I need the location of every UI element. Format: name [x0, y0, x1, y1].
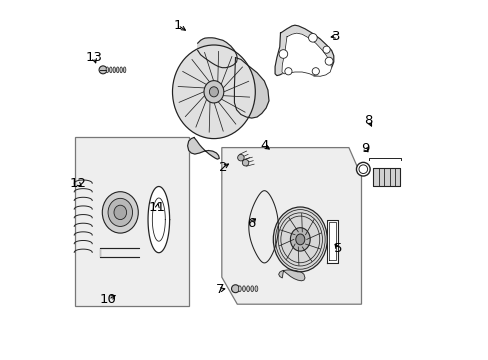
- Text: 13: 13: [85, 51, 102, 64]
- Text: 7: 7: [216, 283, 224, 296]
- Ellipse shape: [295, 234, 304, 245]
- Ellipse shape: [99, 66, 107, 74]
- Ellipse shape: [123, 67, 125, 73]
- Circle shape: [279, 50, 287, 58]
- Text: 6: 6: [247, 217, 255, 230]
- Ellipse shape: [172, 45, 255, 139]
- Circle shape: [322, 46, 329, 53]
- Ellipse shape: [238, 286, 241, 292]
- Text: 11: 11: [148, 201, 165, 213]
- Ellipse shape: [116, 67, 119, 73]
- Ellipse shape: [109, 67, 112, 73]
- Ellipse shape: [290, 228, 309, 251]
- Polygon shape: [326, 220, 337, 263]
- Ellipse shape: [246, 286, 249, 292]
- Bar: [75, 137, 188, 306]
- Ellipse shape: [237, 154, 244, 161]
- Ellipse shape: [209, 87, 218, 97]
- Circle shape: [325, 57, 332, 65]
- Polygon shape: [187, 138, 219, 159]
- Ellipse shape: [242, 286, 245, 292]
- Polygon shape: [222, 148, 361, 304]
- Ellipse shape: [254, 286, 257, 292]
- Ellipse shape: [356, 162, 369, 176]
- Ellipse shape: [108, 198, 132, 226]
- Bar: [373, 168, 400, 186]
- Text: 3: 3: [331, 30, 340, 42]
- Polygon shape: [282, 33, 331, 76]
- Ellipse shape: [120, 67, 122, 73]
- Polygon shape: [275, 25, 333, 76]
- Polygon shape: [197, 38, 237, 68]
- Ellipse shape: [102, 192, 138, 233]
- Circle shape: [311, 68, 319, 75]
- Text: 9: 9: [360, 142, 368, 155]
- Text: 12: 12: [69, 177, 86, 190]
- Ellipse shape: [358, 165, 367, 174]
- Ellipse shape: [273, 207, 326, 272]
- Ellipse shape: [203, 81, 224, 103]
- Ellipse shape: [250, 286, 253, 292]
- Text: 2: 2: [218, 161, 227, 174]
- Ellipse shape: [106, 67, 108, 73]
- Ellipse shape: [113, 67, 115, 73]
- Text: 8: 8: [364, 114, 372, 127]
- Ellipse shape: [114, 205, 126, 220]
- Polygon shape: [148, 186, 169, 253]
- Polygon shape: [234, 58, 268, 118]
- Text: 5: 5: [333, 242, 342, 255]
- Text: 4: 4: [260, 139, 268, 152]
- Circle shape: [308, 33, 317, 42]
- Polygon shape: [278, 270, 305, 281]
- Ellipse shape: [231, 285, 239, 293]
- Circle shape: [284, 68, 291, 75]
- Text: 10: 10: [100, 293, 117, 306]
- Ellipse shape: [242, 159, 248, 166]
- Text: 1: 1: [173, 19, 182, 32]
